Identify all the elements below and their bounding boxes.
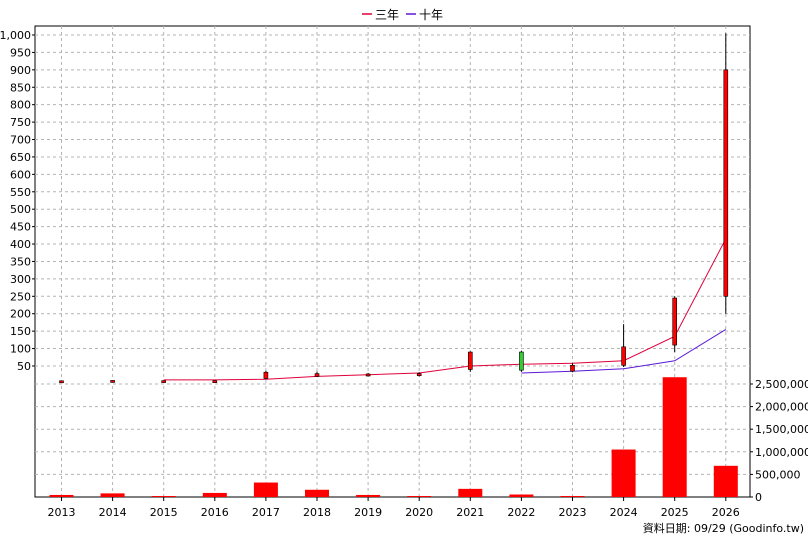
average-line-三年 [163, 238, 727, 381]
candle-body [723, 69, 729, 297]
year-tick-label: 2018 [303, 506, 331, 519]
candle-body [570, 364, 575, 372]
volume-bar [100, 493, 125, 497]
average-lines [163, 238, 727, 381]
volume-bar [713, 465, 738, 497]
year-axis: 2013 2014 2015 2016 2017 2018 2019 2020 2021 2022… [48, 497, 740, 519]
year-tick-label: 2025 [661, 506, 689, 519]
price-tick-label: 850 [10, 81, 31, 94]
year-tick-label: 2019 [354, 506, 382, 519]
price-tick-label: 600 [10, 168, 31, 181]
volume-bar [356, 494, 381, 497]
volume-bar [407, 496, 432, 497]
price-tick-label: 1,000 [0, 29, 31, 42]
volume-bar [560, 496, 585, 497]
price-tick-label: 900 [10, 64, 31, 77]
volume-axis: 0 500,000 1,000,000 1,500,000 2,000,000 2,500… [750, 378, 808, 504]
price-tick-label: 100 [10, 343, 31, 356]
candle-body [621, 346, 626, 366]
volume-tick-label: 1,000,000 [755, 446, 808, 459]
year-tick-label: 2017 [252, 506, 280, 519]
year-tick-label: 2026 [712, 506, 740, 519]
year-tick-label: 2016 [201, 506, 229, 519]
candle-body [672, 297, 678, 346]
price-tick-label: 500 [10, 203, 31, 216]
year-tick-label: 2023 [559, 506, 587, 519]
candle-body [212, 380, 218, 383]
price-tick-label: 300 [10, 273, 31, 286]
candle-body [416, 373, 422, 376]
price-tick-label: 950 [10, 46, 31, 59]
price-tick-label: 650 [10, 151, 31, 164]
year-tick-label: 2022 [507, 506, 535, 519]
price-tick-label: 550 [10, 186, 31, 199]
candle-body [519, 351, 524, 371]
volume-bar [151, 496, 176, 497]
volume-bar [253, 482, 278, 497]
price-tick-label: 250 [10, 290, 31, 303]
price-tick-label: 200 [10, 308, 31, 321]
data-source-note: 資料日期: 09/29 (Goodinfo.tw) [643, 521, 804, 535]
price-tick-label: 150 [10, 325, 31, 338]
year-tick-label: 2021 [456, 506, 484, 519]
candle-body [365, 373, 371, 377]
average-line-十年 [521, 328, 727, 374]
price-axis: 50 100 150 200 250 300 350 400 450 500 550 600 650 70… [0, 29, 35, 373]
year-tick-label: 2024 [610, 506, 638, 519]
volume-tick-label: 2,500,000 [755, 378, 808, 391]
volume-bars [49, 377, 738, 497]
legend-label: 三年 [375, 8, 399, 22]
price-tick-label: 350 [10, 255, 31, 268]
price-tick-label: 400 [10, 238, 31, 251]
volume-tick-label: 1,500,000 [755, 423, 808, 436]
year-tick-label: 2014 [99, 506, 127, 519]
volume-bar [202, 492, 227, 497]
volume-tick-label: 2,000,000 [755, 401, 808, 414]
price-tick-label: 800 [10, 99, 31, 112]
volume-tick-label: 500,000 [755, 468, 801, 481]
volume-tick-label: 0 [755, 491, 762, 504]
candle-body [314, 373, 320, 377]
candle-body [110, 380, 115, 383]
price-tick-label: 700 [10, 134, 31, 147]
volume-bar [662, 377, 687, 497]
price-tick-label: 450 [10, 221, 31, 234]
price-tick-label: 50 [17, 360, 31, 373]
volume-bar [611, 449, 636, 497]
year-tick-label: 2013 [48, 506, 76, 519]
candle-body [59, 380, 64, 384]
year-tick-label: 2020 [405, 506, 433, 519]
chart-legend: 三年 十年 [362, 8, 443, 22]
legend-label: 十年 [419, 8, 443, 22]
grid-lines [35, 26, 750, 497]
volume-bar [458, 488, 483, 497]
candle-body [263, 371, 269, 379]
price-tick-label: 750 [10, 116, 31, 129]
volume-bar [509, 494, 534, 497]
candle-body [467, 351, 473, 370]
volume-bar [49, 494, 74, 497]
price-candles [59, 33, 729, 384]
volume-bar [305, 489, 329, 497]
candle-body [161, 380, 166, 383]
year-tick-label: 2015 [150, 506, 178, 519]
